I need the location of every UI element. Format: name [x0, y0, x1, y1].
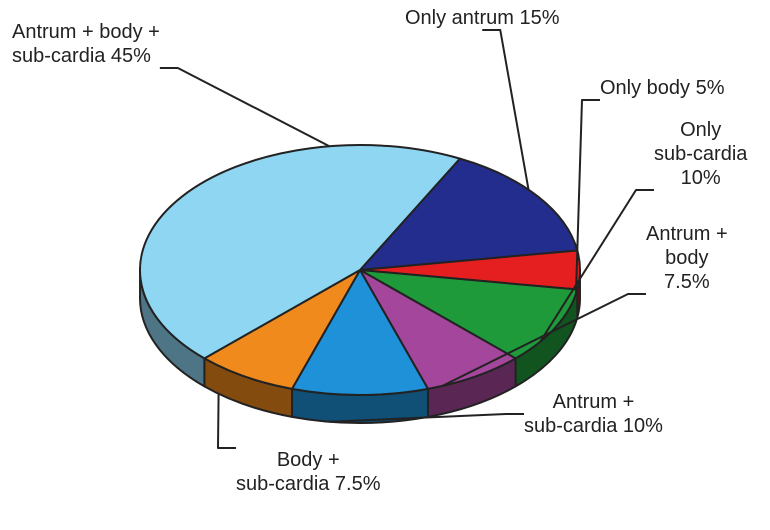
label-antrum_body_sub: Antrum + body +sub-cardia 45%	[12, 20, 160, 68]
label-line: sub-cardia	[654, 143, 747, 165]
label-line: Body +	[277, 449, 340, 471]
leader-antrum_body_sub	[160, 68, 330, 146]
label-line: Only	[680, 119, 721, 141]
label-line: sub-cardia 7.5%	[236, 473, 381, 495]
label-line: 10%	[681, 167, 721, 189]
label-body_sub_cardia: Body +sub-cardia 7.5%	[236, 448, 381, 496]
label-line: 7.5%	[664, 271, 710, 293]
leader-only_antrum	[482, 30, 528, 190]
label-line: Only antrum 15%	[405, 7, 560, 29]
label-line: sub-cardia 45%	[12, 45, 151, 67]
label-antrum_sub_cardia: Antrum +sub-cardia 10%	[524, 390, 663, 438]
label-line: Antrum + body +	[12, 21, 160, 43]
label-line: Only body 5%	[600, 77, 725, 99]
label-antrum_body: Antrum +body7.5%	[646, 222, 728, 294]
label-line: sub-cardia 10%	[524, 415, 663, 437]
label-line: Antrum +	[553, 391, 635, 413]
label-only_antrum: Only antrum 15%	[405, 6, 560, 30]
pie-top	[140, 145, 580, 395]
label-only_body: Only body 5%	[600, 76, 725, 100]
pie-chart-container: Only antrum 15%Only body 5%Onlysub-cardi…	[0, 0, 770, 530]
label-only_sub_cardia: Onlysub-cardia10%	[654, 118, 747, 190]
label-line: body	[665, 247, 708, 269]
label-line: Antrum +	[646, 223, 728, 245]
leader-body_sub_cardia	[218, 394, 236, 448]
